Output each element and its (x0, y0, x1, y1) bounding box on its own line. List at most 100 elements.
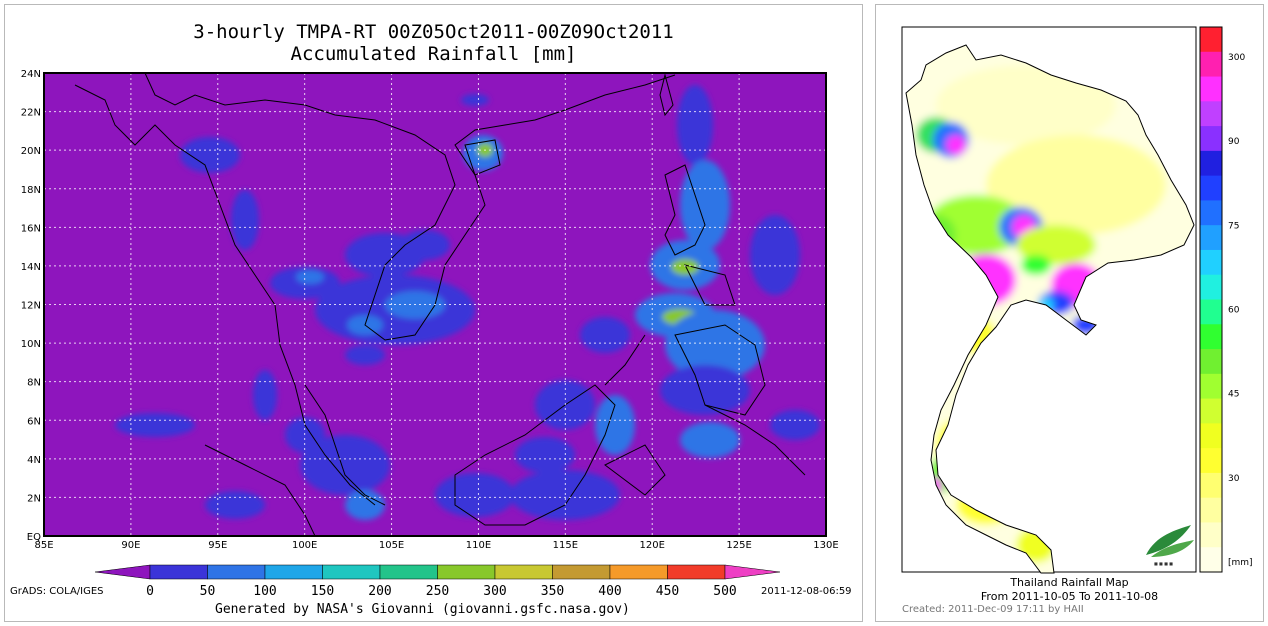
scale-segment (1200, 373, 1222, 400)
scale-segment (1200, 150, 1222, 177)
colorbar-low-arrow (94, 564, 151, 580)
scale-label: [mm] (1228, 558, 1253, 568)
scale-segment (1200, 76, 1222, 102)
scale-frame (1199, 26, 1223, 573)
scale-segment (1200, 299, 1222, 325)
colorbar-tick: 250 (426, 584, 449, 599)
colorbar-tick: 150 (311, 584, 334, 599)
scale-segment (1200, 274, 1222, 300)
scale-label: 30 (1228, 474, 1240, 484)
map-subtitle: Accumulated Rainfall [mm] (290, 43, 577, 65)
lat-label: 18N (21, 185, 41, 196)
lon-label: 115E (553, 540, 578, 551)
graticule (44, 73, 826, 536)
lon-label: 95E (208, 540, 227, 551)
haii-logo: ■ ■ ■ ■ (1146, 525, 1194, 566)
rainfall-map: EQ 2N 4N 6N 8N 10N 12N 14N 16N 18N 20N 22N 24N 85E 90… (21, 69, 839, 599)
thai-color-scale (1199, 26, 1223, 573)
lat-label: 8N (27, 378, 41, 389)
colorbar-segment (264, 564, 323, 580)
rainfall-blobs (115, 85, 820, 520)
scale-segment (1200, 497, 1222, 523)
latitude-labels: EQ 2N 4N 6N 8N 10N 12N 14N 16N 18N 20N 22N 24N (21, 69, 41, 543)
colorbar-segment (552, 564, 611, 580)
colorbar-segment (494, 564, 553, 580)
colorbar-tick: 450 (656, 584, 679, 599)
lat-label: 14N (21, 262, 41, 273)
lat-label: 22N (21, 108, 41, 119)
thai-caption-dates: From 2011-10-05 To 2011-10-08 (980, 590, 1159, 603)
lat-label: 20N (21, 146, 41, 157)
scale-label: 45 (1228, 390, 1239, 400)
lon-label: 90E (121, 540, 140, 551)
colorbar-tick: 300 (483, 584, 506, 599)
colorbar-tick: 200 (368, 584, 391, 599)
lon-label: 125E (726, 540, 751, 551)
scale-segment (1200, 126, 1222, 152)
colorbar-ticks: 0 50 100 150 200 250 300 350 400 450 500 (146, 584, 737, 599)
scale-label: 75 (1228, 221, 1239, 231)
colorbar-tick: 350 (541, 584, 564, 599)
lat-label: EQ (27, 532, 41, 543)
svg-text:■ ■ ■ ■: ■ ■ ■ ■ (1154, 561, 1173, 566)
scale-segment (1200, 249, 1222, 276)
generated-by: Generated by NASA's Giovanni (giovanni.g… (215, 602, 630, 617)
scale-segment (1200, 225, 1222, 251)
colorbar-tick: 50 (200, 584, 216, 599)
lat-label: 4N (27, 455, 41, 466)
colorbar-tick: 400 (598, 584, 621, 599)
colorbar (94, 564, 781, 580)
longitude-labels: 85E 90E 95E 100E 105E 110E 115E 120E 125E 130E (34, 540, 838, 551)
colorbar-segment (437, 564, 496, 580)
tmpa-map-panel: 3-hourly TMPA-RT 00Z05Oct2011-00Z09Oct20… (4, 4, 863, 622)
lat-label: 6N (27, 416, 41, 427)
lon-label: 105E (379, 540, 404, 551)
lon-label: 110E (466, 540, 491, 551)
lat-label: 12N (21, 301, 41, 312)
scale-label: 60 (1228, 306, 1240, 316)
colorbar-segment (207, 564, 266, 580)
colorbar-high-arrow (724, 564, 781, 580)
scale-label: 90 (1228, 137, 1240, 147)
scale-segment (1200, 349, 1222, 375)
colorbar-segment (322, 564, 381, 580)
colorbar-segment (379, 564, 438, 580)
lat-label: 10N (21, 339, 41, 350)
lon-label: 130E (813, 540, 838, 551)
grads-label: GrADS: COLA/IGES (10, 586, 104, 597)
lat-label: 16N (21, 223, 41, 234)
scale-segment (1200, 101, 1222, 127)
timestamp: 2011-12-08-06:59 (761, 586, 852, 597)
colorbar-segment (149, 564, 208, 580)
colorbar-segment (609, 564, 668, 580)
colorbar-tick: 100 (253, 584, 276, 599)
scale-segment (1200, 472, 1222, 499)
lat-label: 24N (21, 69, 41, 80)
thai-caption-title: Thailand Rainfall Map (1010, 576, 1129, 589)
lat-label: 2N (27, 493, 41, 504)
scale-segment (1200, 423, 1222, 449)
scale-segment (1200, 51, 1222, 78)
lon-label: 100E (292, 540, 317, 551)
scale-segment (1200, 522, 1222, 548)
lon-label: 120E (640, 540, 665, 551)
thailand-map-panel: ■ ■ ■ ■ 300 90 75 60 45 30 [mm] Thailand Rainf… (875, 4, 1264, 622)
colorbar-tick: 0 (146, 584, 154, 599)
coastlines (74, 73, 806, 536)
map-title: 3-hourly TMPA-RT 00Z05Oct2011-00Z09Oct20… (193, 21, 674, 43)
created-label: Created: 2011-Dec-09 17:11 by HAII (902, 604, 1084, 615)
plot-frame (43, 72, 827, 537)
scale-label: 300 (1228, 53, 1245, 63)
scale-segment (1200, 27, 1222, 53)
scale-segment (1200, 398, 1222, 424)
colorbar-tick: 500 (713, 584, 736, 599)
scale-segment (1200, 324, 1222, 350)
colorbar-segment (667, 564, 726, 580)
scale-segment (1200, 175, 1222, 201)
thailand-border (905, 44, 1195, 574)
scale-segment (1200, 448, 1222, 474)
scale-segment (1200, 547, 1222, 573)
lon-label: 85E (34, 540, 53, 551)
thai-scale-labels: 300 90 75 60 45 30 [mm] (1228, 53, 1253, 568)
scale-segment (1200, 200, 1222, 226)
